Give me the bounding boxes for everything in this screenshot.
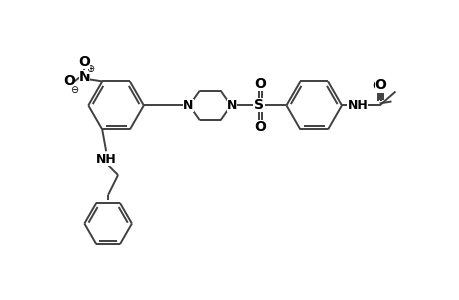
Text: ⊕: ⊕ — [86, 64, 94, 74]
Text: S: S — [253, 98, 263, 112]
Text: O: O — [374, 78, 386, 92]
Text: O: O — [78, 55, 90, 69]
Text: N: N — [183, 99, 193, 112]
Text: N: N — [226, 99, 237, 112]
Text: NH: NH — [347, 99, 367, 112]
Text: O: O — [253, 120, 265, 134]
Text: O: O — [372, 79, 384, 93]
Text: N: N — [78, 70, 90, 84]
Text: NH: NH — [95, 153, 116, 166]
Text: ⊖: ⊖ — [70, 85, 78, 95]
Text: O: O — [63, 74, 75, 88]
Text: O: O — [253, 76, 265, 91]
